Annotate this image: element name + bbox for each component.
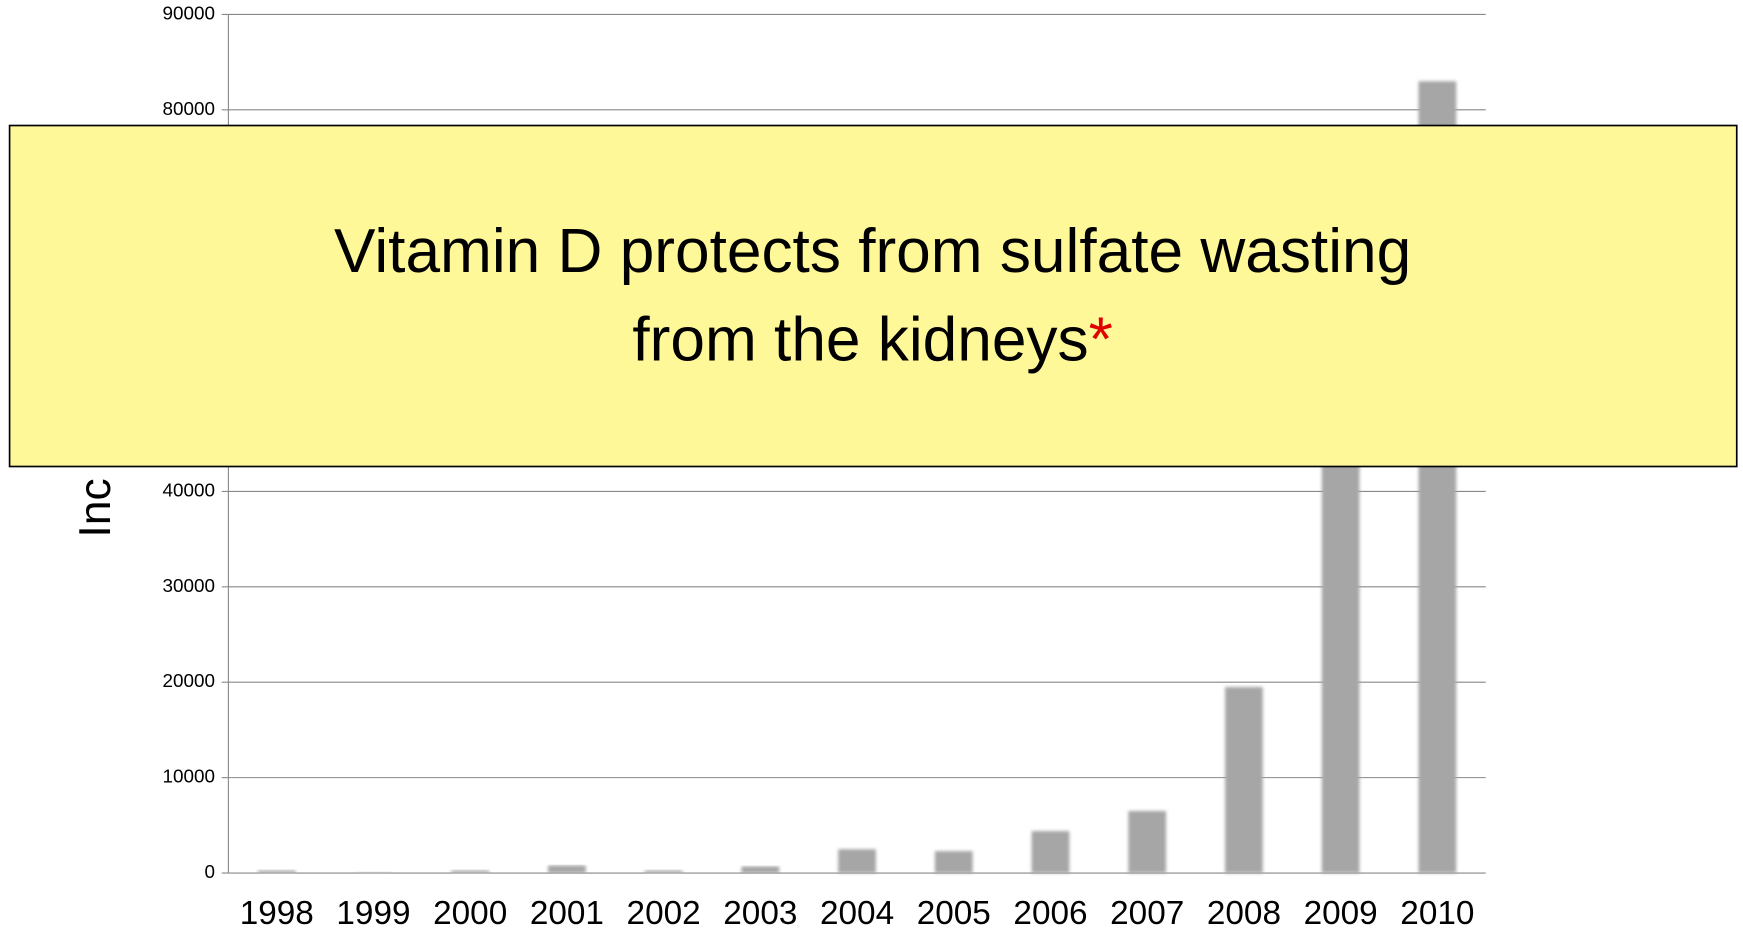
x-tick-label: 1998 <box>240 895 314 932</box>
x-tick-label: 2002 <box>627 895 701 932</box>
bar <box>451 870 490 874</box>
x-tick-label: 2004 <box>820 895 894 932</box>
y-axis-label: Inc <box>71 478 120 537</box>
x-tick-label: 2000 <box>433 895 507 932</box>
callout-asterisk: * <box>1089 306 1113 375</box>
callout-text: from the kidneys <box>632 306 1088 375</box>
bar <box>354 872 393 874</box>
callout-line: from the kidneys* <box>632 306 1112 375</box>
x-tick-label: 2008 <box>1207 895 1281 932</box>
x-tick-label: 2010 <box>1400 895 1474 932</box>
x-tick-label: 2009 <box>1304 895 1378 932</box>
y-tick-label: 40000 <box>163 480 216 501</box>
y-tick-label: 30000 <box>163 576 216 597</box>
bar <box>934 851 973 874</box>
y-tick-label: 20000 <box>163 671 216 692</box>
y-tick-label: 0 <box>205 862 215 883</box>
x-tick-label: 2003 <box>723 895 797 932</box>
y-tick-label: 10000 <box>163 767 216 788</box>
bar <box>1031 831 1070 874</box>
x-tick-label: 2006 <box>1013 895 1087 932</box>
bar <box>838 849 876 874</box>
bar <box>257 870 296 874</box>
x-tick-label: 2007 <box>1110 895 1184 932</box>
x-tick-label: 2005 <box>917 895 991 932</box>
callout-line: Vitamin D protects from sulfate wasting <box>334 217 1411 286</box>
x-tick-label: 1999 <box>336 895 410 932</box>
bar <box>741 866 780 874</box>
bar <box>1225 686 1263 874</box>
callout-box <box>8 124 1738 468</box>
bar <box>548 865 586 874</box>
y-tick-label: 90000 <box>163 3 216 24</box>
callout: Vitamin D protects from sulfate wasting … <box>8 124 1738 468</box>
bar <box>1128 811 1167 874</box>
x-tick-label: 2001 <box>530 895 604 932</box>
bar <box>644 870 683 874</box>
y-tick-label: 80000 <box>163 99 216 120</box>
